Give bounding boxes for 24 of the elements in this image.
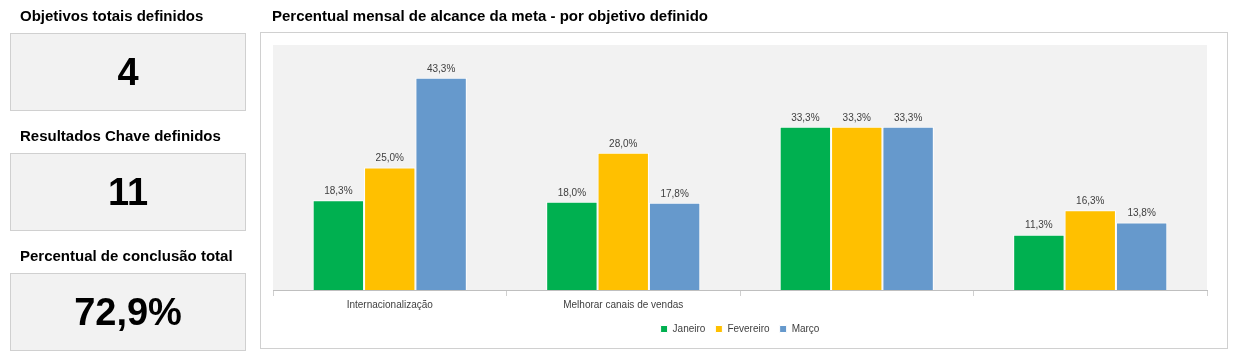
legend-label: Janeiro [672, 322, 706, 334]
text: Objetivos totais definidos [20, 7, 205, 24]
x-tick-label: Internacionalização [346, 298, 434, 310]
text: Percentual de conclusão total [20, 247, 234, 264]
chart-title: Percentual mensal de alcance da meta - por objetivo definido [272, 7, 708, 24]
data-label: 18,0% [557, 186, 587, 198]
x-tick-label: Melhorar canais de vendas [563, 298, 684, 310]
data-label: 33,3% [791, 111, 820, 123]
data-label: 33,3% [842, 111, 872, 123]
data-label: 17,8% [660, 187, 689, 199]
data-label: 18,3% [324, 185, 353, 197]
data-label: 11,3% [1025, 219, 1053, 231]
text: 4 [10, 33, 246, 111]
text: Resultados Chave definidos [20, 127, 222, 144]
data-label: 25,0% [375, 152, 405, 164]
data-label: 28,0% [609, 137, 638, 149]
data-label: 33,3% [893, 111, 923, 123]
data-label: 13,8% [1127, 207, 1156, 219]
text: 11 [10, 153, 246, 231]
legend-label: Março [791, 322, 820, 334]
text: 72,9% [10, 273, 246, 351]
legend-label: Fevereiro [727, 322, 771, 334]
data-label: 16,3% [1076, 194, 1105, 206]
data-label: 43,3% [426, 62, 456, 74]
